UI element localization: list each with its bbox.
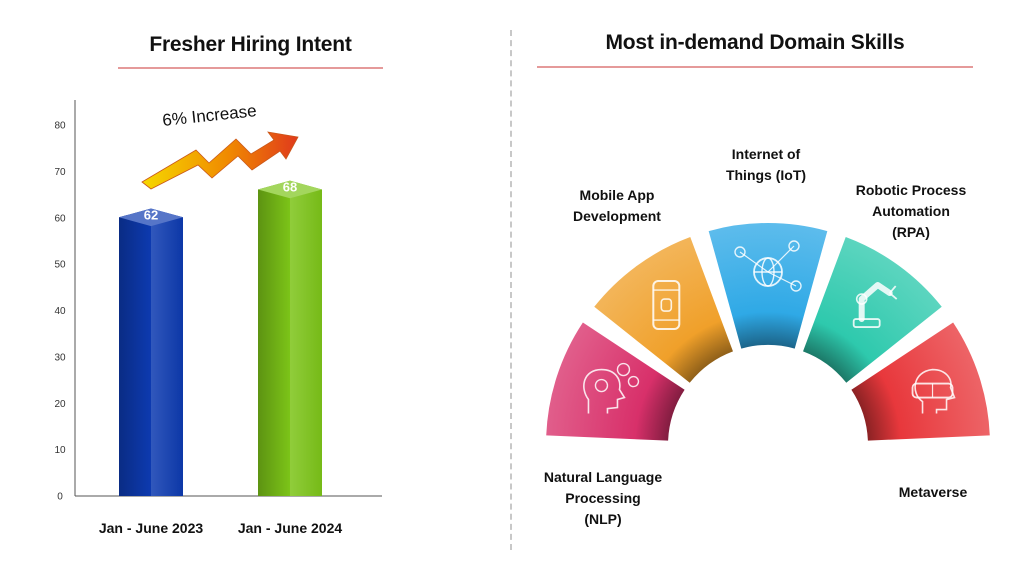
skills-chart-title-underline — [537, 66, 973, 68]
bar-value-label: 62 — [144, 207, 158, 222]
skill-label-line: Things (IoT) — [726, 167, 806, 183]
bar — [119, 208, 183, 496]
y-tick-label: 30 — [54, 352, 66, 363]
skill-label-line: Robotic Process — [856, 182, 967, 198]
panel-divider — [510, 30, 512, 550]
y-tick-label: 60 — [54, 213, 66, 224]
smartphone-icon — [652, 280, 681, 331]
x-category-label: Jan - June 2023 — [99, 520, 203, 536]
skill-label-line: Mobile App — [580, 187, 655, 203]
skill-segment — [803, 237, 942, 383]
y-tick-label: 40 — [54, 306, 66, 317]
y-tick-label: 0 — [57, 492, 63, 503]
skill-label-line: Internet of — [732, 146, 801, 162]
skill-label-line: Automation — [872, 203, 950, 219]
bar-chart-title-underline — [118, 67, 383, 69]
skill-label-line: Processing — [565, 490, 640, 506]
vr-headset-icon — [911, 368, 956, 414]
skill-label: Robotic Process Automation (RPA) — [856, 182, 967, 240]
robot-arm-icon — [852, 282, 898, 328]
skill-label-line: (RPA) — [892, 224, 930, 240]
bar — [258, 180, 322, 496]
skill-label-line: Natural Language — [544, 469, 662, 485]
y-tick-label: 50 — [54, 260, 66, 271]
skill-label-line: (NLP) — [584, 511, 621, 527]
skill-segment — [851, 322, 990, 441]
skill-label: Metaverse — [899, 484, 968, 500]
bar-top — [119, 208, 183, 227]
skill-segment — [546, 322, 685, 441]
skills-chart-title: Most in-demand Domain Skills — [605, 31, 905, 54]
skill-label: Internet of Things (IoT) — [726, 146, 806, 183]
bar-chart-title: Fresher Hiring Intent — [149, 33, 352, 56]
y-tick-label: 70 — [54, 167, 66, 178]
y-tick-label: 80 — [54, 121, 66, 132]
increase-arrow — [141, 131, 299, 190]
brain-speech-icon — [583, 362, 640, 414]
globe-network-icon — [734, 240, 802, 292]
bar-value-label: 68 — [283, 180, 297, 195]
skill-label-line: Development — [573, 208, 661, 224]
skill-label: Mobile App Development — [573, 187, 661, 224]
skill-label: Natural Language Processing (NLP) — [544, 469, 662, 527]
y-tick-label: 20 — [54, 399, 66, 410]
skill-label-line: Metaverse — [899, 484, 968, 500]
y-tick-label: 10 — [54, 445, 66, 456]
skill-segment — [594, 237, 733, 383]
x-category-label: Jan - June 2024 — [238, 520, 342, 536]
bar-top — [258, 180, 322, 199]
